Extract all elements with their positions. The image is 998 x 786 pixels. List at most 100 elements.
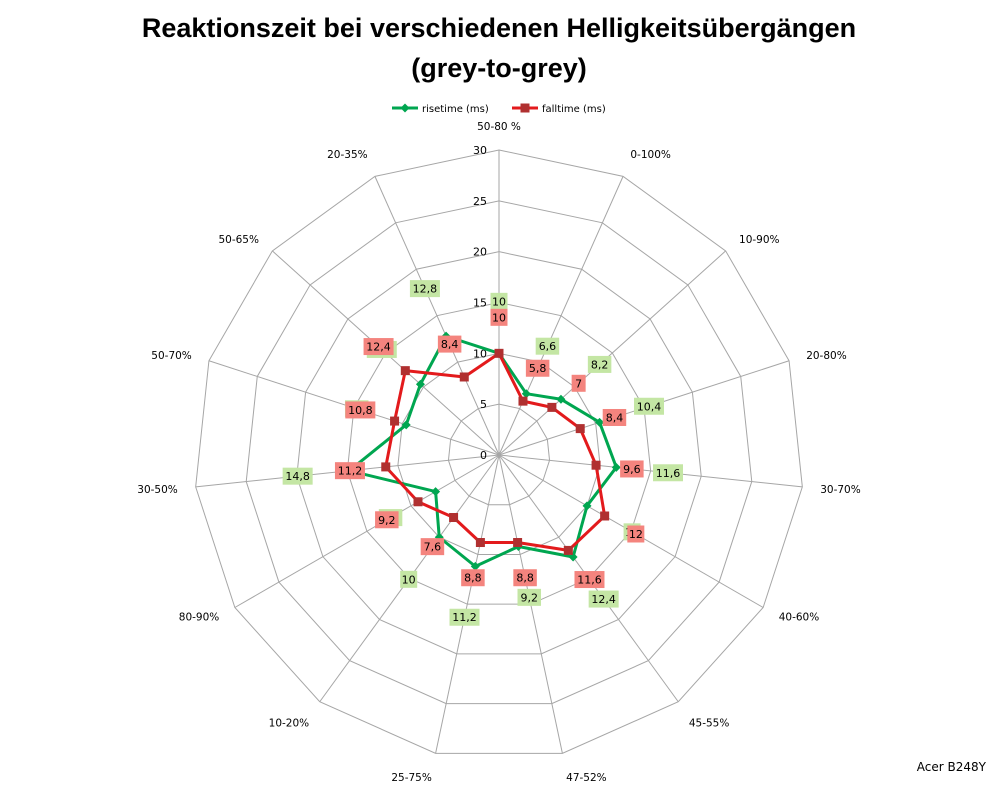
data-point [459,372,469,382]
series-line [347,334,618,568]
data-label: 12,8 [409,280,440,298]
svg-text:11,2: 11,2 [338,465,363,478]
tick-label: 15 [473,297,487,310]
data-point [575,424,585,434]
data-point [449,513,459,523]
svg-text:9,2: 9,2 [521,591,539,604]
svg-text:8,4: 8,4 [441,338,459,351]
radial-tick-labels: 0 5 10 15 20 25 30 [473,144,487,462]
data-point [547,402,557,412]
data-label: 12,4 [363,338,394,356]
data-label: 5,8 [525,359,550,377]
data-point [556,394,566,404]
category-label: 10-20% [269,717,310,729]
series-falltime [381,348,610,555]
svg-text:10: 10 [402,573,416,586]
svg-text:9,2: 9,2 [378,514,396,527]
grid-ring-5 [447,403,551,506]
category-label: 20-80% [806,350,847,362]
category-label: 20-35% [327,149,368,161]
category-label: 40-60% [779,612,820,624]
category-label: 25-75% [391,772,432,784]
data-label: 10 [490,292,508,310]
data-point [591,460,601,470]
data-label: 6,6 [535,337,560,355]
data-label: 7,6 [420,538,445,556]
data-label: 11,2 [334,462,365,480]
radar-grid [195,149,803,754]
data-label: 11,6 [574,571,605,589]
tick-label: 30 [473,144,487,157]
svg-text:12: 12 [629,528,643,541]
data-point [518,396,528,406]
svg-text:12,4: 12,4 [366,341,391,354]
category-label: 50-80 % [477,121,521,133]
svg-text:10,8: 10,8 [348,404,373,417]
svg-text:12,4: 12,4 [591,593,616,606]
monitor-model-label: Acer B248Y [916,760,986,774]
data-label: 9,6 [620,460,644,478]
spoke-line [498,454,803,488]
category-label: 80-90% [179,612,220,624]
grid-ring-25 [245,200,753,705]
data-point [582,501,592,511]
data-label: 9,2 [375,511,399,529]
tick-label: 20 [473,246,487,259]
spoke-line [498,250,726,456]
category-label: 30-70% [820,484,861,496]
category-labels: 50-80 % 0-100% 10-90% 20-80% 30-70% 40-60% 45-… [137,121,860,784]
data-point [563,545,573,555]
data-label: 14,8 [282,467,313,485]
tick-label: 25 [473,195,487,208]
svg-text:risetime (ms): risetime (ms) [422,104,489,115]
svg-text:14,8: 14,8 [285,470,310,483]
data-point [401,420,411,430]
series-line [384,351,607,552]
spoke-line [234,454,500,608]
data-label: 12,4 [588,590,619,608]
data-label: 11,2 [449,608,480,626]
tick-label: 0 [480,449,487,462]
svg-text:8,8: 8,8 [516,572,534,585]
data-point [475,538,485,548]
data-label: 9,2 [517,588,542,606]
tick-label: 10 [473,347,487,360]
data-point [611,462,621,472]
data-point [595,417,605,427]
legend-item-risetime: risetime (ms) [392,103,489,115]
chart-title-line-1: Reaktionszeit bei verschiedenen Helligke… [141,13,857,43]
svg-text:11,2: 11,2 [452,611,477,624]
category-label: 50-70% [151,350,192,362]
data-point [381,462,391,472]
data-point [521,389,531,399]
data-label: 12 [627,525,645,543]
svg-text:5,8: 5,8 [529,362,547,375]
svg-text:11,6: 11,6 [577,574,602,587]
data-label: 10 [490,308,508,326]
data-label: 8,2 [587,355,612,373]
legend-item-falltime: falltime (ms) [512,103,606,115]
data-point [470,561,480,571]
spoke-line [435,454,500,754]
data-point [413,497,423,507]
svg-text:7,6: 7,6 [424,541,442,554]
data-point [400,366,410,376]
data-label: 7 [571,374,586,392]
svg-text:11,6: 11,6 [656,467,681,480]
chart-title-line-2: (grey-to-grey) [411,53,587,83]
category-label: 45-55% [689,717,730,729]
data-point [431,487,441,497]
data-label: 8,4 [602,408,627,426]
svg-text:9,6: 9,6 [623,463,641,476]
grid-ring-30 [195,149,803,754]
data-label: 8,8 [461,569,485,587]
data-point [600,511,610,521]
data-point [513,538,523,548]
svg-text:12,8: 12,8 [413,283,438,296]
svg-text:falltime (ms): falltime (ms) [542,104,606,115]
spoke-line [374,176,500,456]
data-label: 10,8 [345,401,376,419]
spoke-line [498,176,624,456]
category-label: 0-100% [630,149,671,161]
